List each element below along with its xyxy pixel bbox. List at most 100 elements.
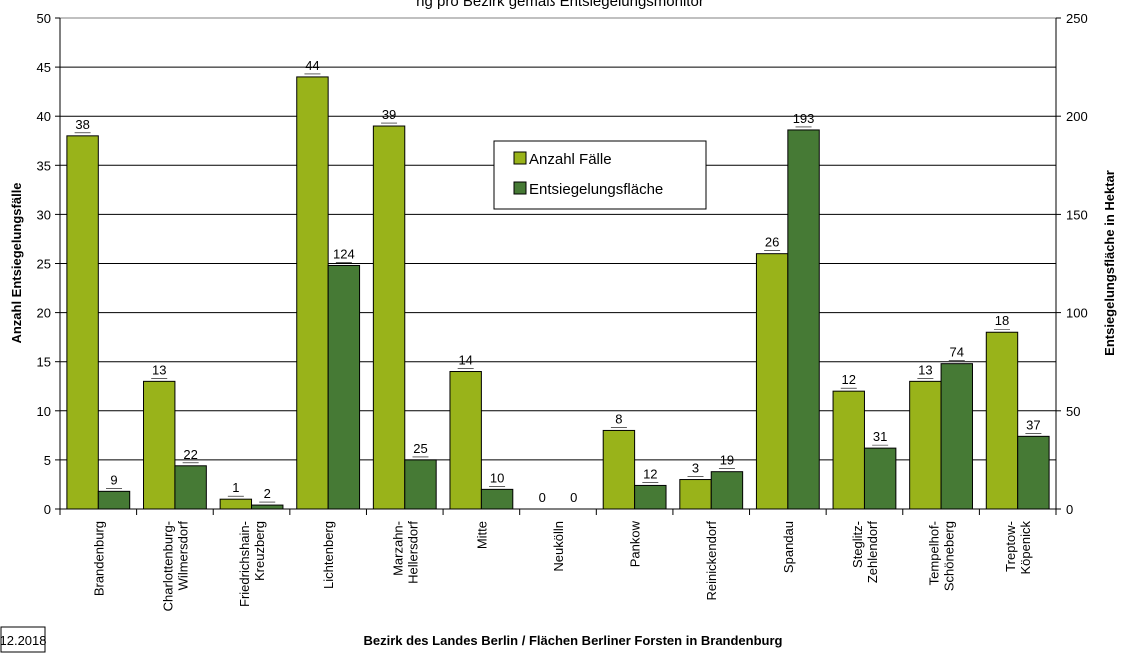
data-label: 37 [1026, 417, 1040, 432]
x-axis-title: Bezirk des Landes Berlin / Flächen Berli… [364, 633, 783, 648]
category-labels: Brandenburg Charlottenburg-Wilmersdorf Fri… [91, 520, 1033, 611]
y2-tick-label: 200 [1066, 109, 1088, 124]
bar [219, 498, 253, 510]
data-label: 8 [615, 411, 622, 426]
date-stamp-text: 12.2018 [0, 633, 47, 648]
category-label-line: Friedrichshain- [237, 521, 252, 607]
bar [66, 135, 99, 510]
legend-label: Entsiegelungsfläche [529, 181, 663, 198]
data-label: 0 [539, 490, 546, 505]
y-tick-label: 35 [37, 158, 51, 173]
y-tick-label: 5 [44, 453, 51, 468]
data-label: 39 [382, 107, 396, 122]
data-label: 13 [918, 362, 932, 377]
data-label: 26 [765, 235, 779, 250]
y2-tick-label: 150 [1066, 207, 1088, 222]
category-label-line: Pankow [628, 520, 643, 567]
category-label: Brandenburg [91, 521, 106, 596]
data-label: 18 [995, 313, 1009, 328]
data-label: 12 [842, 372, 856, 387]
y2-tick-label: 50 [1066, 404, 1080, 419]
category-label: Friedrichshain-Kreuzberg [237, 521, 267, 607]
category-label-line: Spandau [781, 521, 796, 573]
data-label: 13 [152, 362, 166, 377]
category-label: Marzahn-Hellersdorf [390, 521, 420, 584]
bars [66, 76, 1050, 510]
y-tick-label: 40 [37, 109, 51, 124]
category-label-line: Lichtenberg [321, 521, 336, 589]
bar [174, 465, 207, 510]
bar [404, 459, 437, 510]
legend-swatch [513, 181, 527, 195]
y-tick-label: 25 [37, 257, 51, 272]
bar [327, 264, 361, 510]
data-label: 9 [110, 472, 117, 487]
data-label: 193 [793, 111, 815, 126]
y2-tick-label: 100 [1066, 306, 1088, 321]
axes [55, 17, 1061, 515]
data-label: 25 [413, 441, 427, 456]
data-label: 22 [183, 447, 197, 462]
y2-axis-title: Entsiegelungsfläche in Hektar [1102, 170, 1117, 356]
data-label: 2 [264, 486, 271, 501]
bar [480, 488, 514, 510]
category-label-line: Mitte [474, 521, 489, 549]
grid [60, 17, 1056, 461]
y-axis-title: Anzahl Entsiegelungsfälle [9, 182, 24, 343]
data-label: 12 [643, 466, 657, 481]
y-tick-label: 15 [37, 355, 51, 370]
category-label: Reinickendorf [704, 521, 719, 601]
legend-box [493, 140, 707, 210]
bar [787, 129, 820, 510]
y-tick-label: 45 [37, 60, 51, 75]
bar [296, 76, 329, 510]
bar [832, 390, 865, 510]
data-label: 1 [232, 480, 239, 495]
data-label: 0 [570, 490, 577, 505]
category-label-line: Zehlendorf [865, 521, 880, 584]
category-label-line: Kreuzberg [252, 521, 267, 581]
y2-tick-label: 250 [1066, 11, 1088, 26]
y-tick-label: 10 [37, 404, 51, 419]
y-tick-label: 30 [37, 207, 51, 222]
bar [372, 125, 406, 510]
legend-label: Anzahl Fälle [529, 151, 612, 168]
bar [679, 479, 712, 510]
category-label: Spandau [781, 521, 796, 573]
category-label: Neukölln [551, 521, 566, 572]
bar [602, 429, 636, 510]
data-labels: 3813144391408326121318922212425100121919… [74, 58, 1042, 505]
category-label: Lichtenberg [321, 521, 336, 589]
category-label-line: Köpenick [1018, 521, 1033, 575]
data-label: 19 [720, 453, 734, 468]
data-label: 31 [873, 429, 887, 444]
bar [755, 253, 789, 510]
data-label: 38 [75, 117, 89, 132]
category-label-line: Reinickendorf [704, 521, 719, 601]
category-label-line: Schöneberg [942, 521, 957, 591]
bar [97, 490, 131, 510]
bar [909, 380, 942, 510]
y-tick-label: 50 [37, 11, 51, 26]
y2-tick-label: 0 [1066, 502, 1073, 517]
legend: Anzahl Fälle Entsiegelungsfläche [493, 140, 707, 210]
category-label-line: Wilmersdorf [175, 521, 190, 591]
chart-title: ng pro Bezirk gemäß Entsiegelungsmonitor [416, 0, 704, 10]
bar [634, 484, 667, 510]
category-label-line: Charlottenburg- [160, 521, 175, 611]
category-label-line: Treptow- [1003, 521, 1018, 572]
data-label: 3 [692, 461, 699, 476]
category-label-line: Tempelhof- [927, 521, 942, 585]
bar [449, 371, 482, 510]
data-label: 14 [458, 353, 472, 368]
bar [863, 447, 897, 510]
category-label-line: Marzahn- [390, 521, 405, 576]
data-label: 10 [490, 470, 504, 485]
data-label: 74 [950, 345, 964, 360]
category-label-line: Brandenburg [91, 521, 106, 596]
bar [940, 363, 973, 510]
category-label-line: Neukölln [551, 521, 566, 572]
category-label-line: Steglitz- [850, 521, 865, 568]
